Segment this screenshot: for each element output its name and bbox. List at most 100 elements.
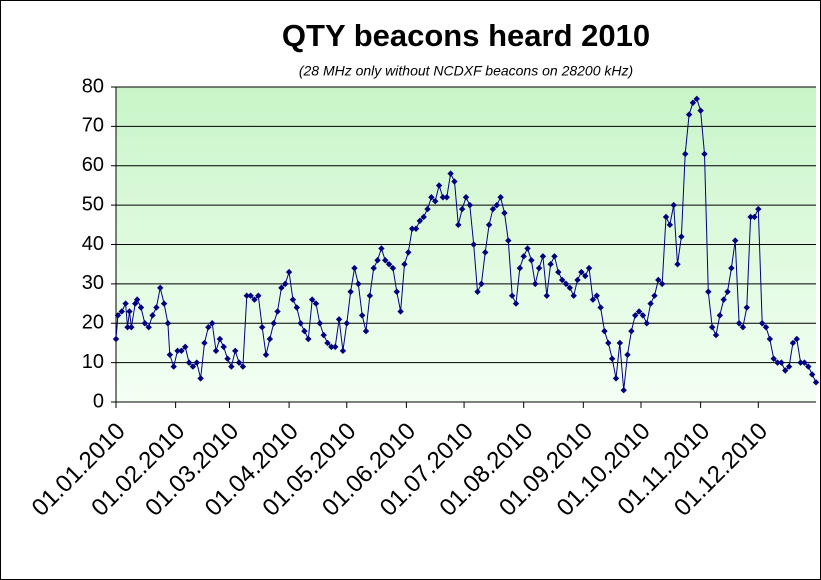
data-point — [689, 99, 697, 106]
data-point — [435, 182, 443, 189]
data-point — [608, 355, 616, 362]
data-point — [126, 308, 133, 315]
data-point — [735, 320, 743, 327]
data-point — [258, 323, 266, 331]
data-point — [124, 323, 131, 331]
data-point — [305, 335, 312, 343]
data-point — [205, 323, 212, 331]
data-point — [678, 233, 685, 240]
data-point — [149, 312, 156, 319]
data-point — [462, 194, 470, 201]
y-tick-label: 0 — [93, 390, 104, 412]
data-point — [708, 323, 716, 331]
data-point — [578, 268, 585, 276]
data-point — [512, 300, 520, 307]
data-point — [716, 312, 724, 319]
data-point — [635, 308, 643, 315]
data-point — [451, 178, 458, 185]
data-point — [628, 327, 635, 335]
data-point — [420, 213, 427, 221]
data-point — [762, 323, 770, 331]
y-tick-label: 20 — [82, 312, 104, 334]
data-point — [401, 260, 408, 268]
data-point — [520, 253, 527, 260]
data-point — [639, 312, 647, 319]
data-point — [170, 363, 177, 370]
data-point — [374, 257, 381, 264]
data-point — [251, 296, 258, 303]
data-point — [643, 320, 650, 327]
data-point — [447, 170, 454, 177]
data-point — [739, 323, 747, 331]
data-point — [370, 264, 377, 272]
y-tick-label: 50 — [82, 193, 104, 215]
data-point — [662, 213, 670, 221]
data-point — [274, 308, 281, 315]
chart-title: QTY beacons heard 2010 — [282, 18, 650, 53]
data-point — [137, 304, 145, 311]
data-point — [366, 292, 374, 299]
data-point — [282, 280, 289, 288]
chart-subtitle: (28 MHz only without NCDXF beacons on 28… — [299, 63, 633, 79]
data-point — [466, 201, 474, 209]
data-point — [389, 264, 397, 272]
data-point — [385, 260, 393, 268]
data-point — [405, 249, 412, 256]
data-point — [122, 300, 129, 307]
data-point — [301, 327, 308, 335]
data-point — [182, 343, 189, 351]
data-point — [624, 351, 631, 358]
data-point — [778, 359, 785, 366]
data-point — [555, 268, 562, 276]
data-point — [114, 312, 122, 319]
data-point — [547, 260, 554, 268]
data-point — [570, 292, 577, 299]
data-point — [747, 213, 754, 221]
data-point — [632, 312, 639, 319]
y-tick-label: 10 — [82, 351, 104, 373]
data-point — [808, 371, 816, 378]
data-point — [128, 323, 135, 331]
data-point — [705, 288, 712, 295]
y-tick-label: 80 — [82, 75, 104, 97]
data-point — [758, 320, 766, 327]
data-point — [335, 316, 343, 323]
data-point — [193, 359, 200, 366]
data-point — [782, 367, 789, 374]
data-point — [220, 343, 227, 351]
data-point — [208, 320, 216, 327]
data-point — [324, 339, 331, 347]
y-tick-label: 30 — [82, 272, 104, 294]
data-point — [362, 327, 370, 335]
data-point — [308, 296, 316, 303]
data-point — [474, 288, 481, 295]
data-point — [262, 351, 270, 358]
data-point — [666, 221, 674, 229]
data-point — [712, 331, 720, 339]
data-point — [285, 268, 293, 276]
data-point — [485, 221, 493, 229]
data-point — [812, 379, 820, 386]
data-point — [351, 264, 358, 272]
data-point — [685, 111, 693, 118]
data-point — [601, 327, 608, 335]
data-point — [312, 300, 320, 307]
data-point — [524, 245, 531, 252]
data-point — [112, 335, 120, 343]
data-point — [432, 197, 439, 205]
data-point — [770, 355, 777, 362]
data-point — [766, 335, 774, 343]
data-point — [316, 320, 324, 327]
data-point — [189, 363, 197, 370]
data-point — [201, 339, 208, 347]
data-point — [728, 264, 735, 272]
data-point — [297, 320, 304, 327]
data-point — [443, 194, 450, 201]
data-point — [478, 280, 485, 288]
data-point — [320, 331, 327, 339]
data-point — [543, 292, 550, 299]
data-point — [801, 359, 808, 366]
data-point — [655, 276, 662, 284]
